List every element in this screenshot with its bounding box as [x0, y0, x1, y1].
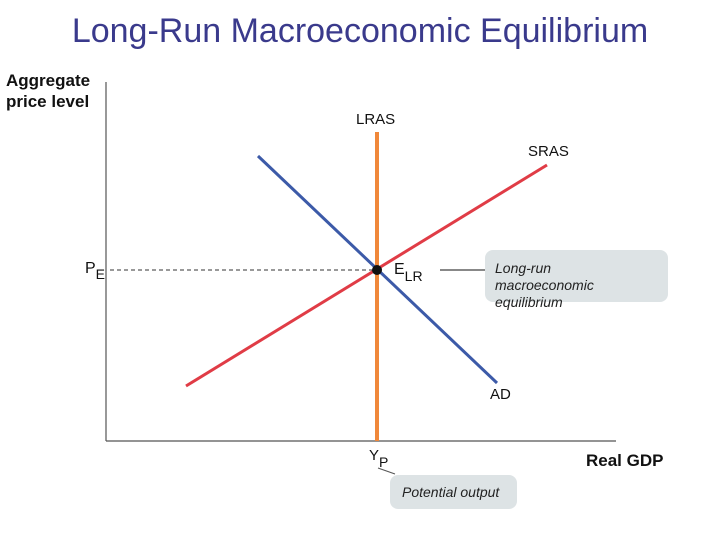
equilibrium-callout-line1: Long-run — [495, 260, 552, 276]
sras-label: SRAS — [528, 143, 569, 160]
price-level-sub: E — [96, 266, 105, 282]
x-axis-label: Real GDP — [586, 451, 664, 470]
potential-output-sub: P — [379, 454, 388, 470]
equilibrium-callout-line3: equilibrium — [495, 294, 563, 310]
y-axis-label: Aggregate price level — [6, 70, 106, 112]
equilibrium-main: E — [394, 261, 405, 278]
equilibrium-sub: LR — [405, 268, 423, 284]
equilibrium-label: ELR — [394, 261, 423, 284]
equilibrium-callout: Long-run macroeconomic equilibrium — [485, 250, 668, 310]
potential-output-main: Y — [369, 447, 379, 464]
sras-curve — [185, 163, 548, 388]
potential-output-callout: Potential output — [390, 475, 517, 509]
price-level-main: P — [85, 260, 96, 277]
lras-label: LRAS — [356, 111, 395, 128]
equilibrium-callout-line2: macroeconomic — [495, 277, 594, 293]
price-level-label: PE — [85, 260, 105, 282]
potential-output-label: YP — [369, 447, 388, 470]
page-title: Long-Run Macroeconomic Equilibrium — [71, 12, 649, 50]
y-axis-label-line2: price level — [6, 92, 90, 111]
ad-label: AD — [490, 386, 511, 403]
y-axis-label-line1: Aggregate — [6, 71, 91, 90]
equilibrium-point — [372, 265, 382, 275]
potential-output-connector — [377, 467, 396, 475]
